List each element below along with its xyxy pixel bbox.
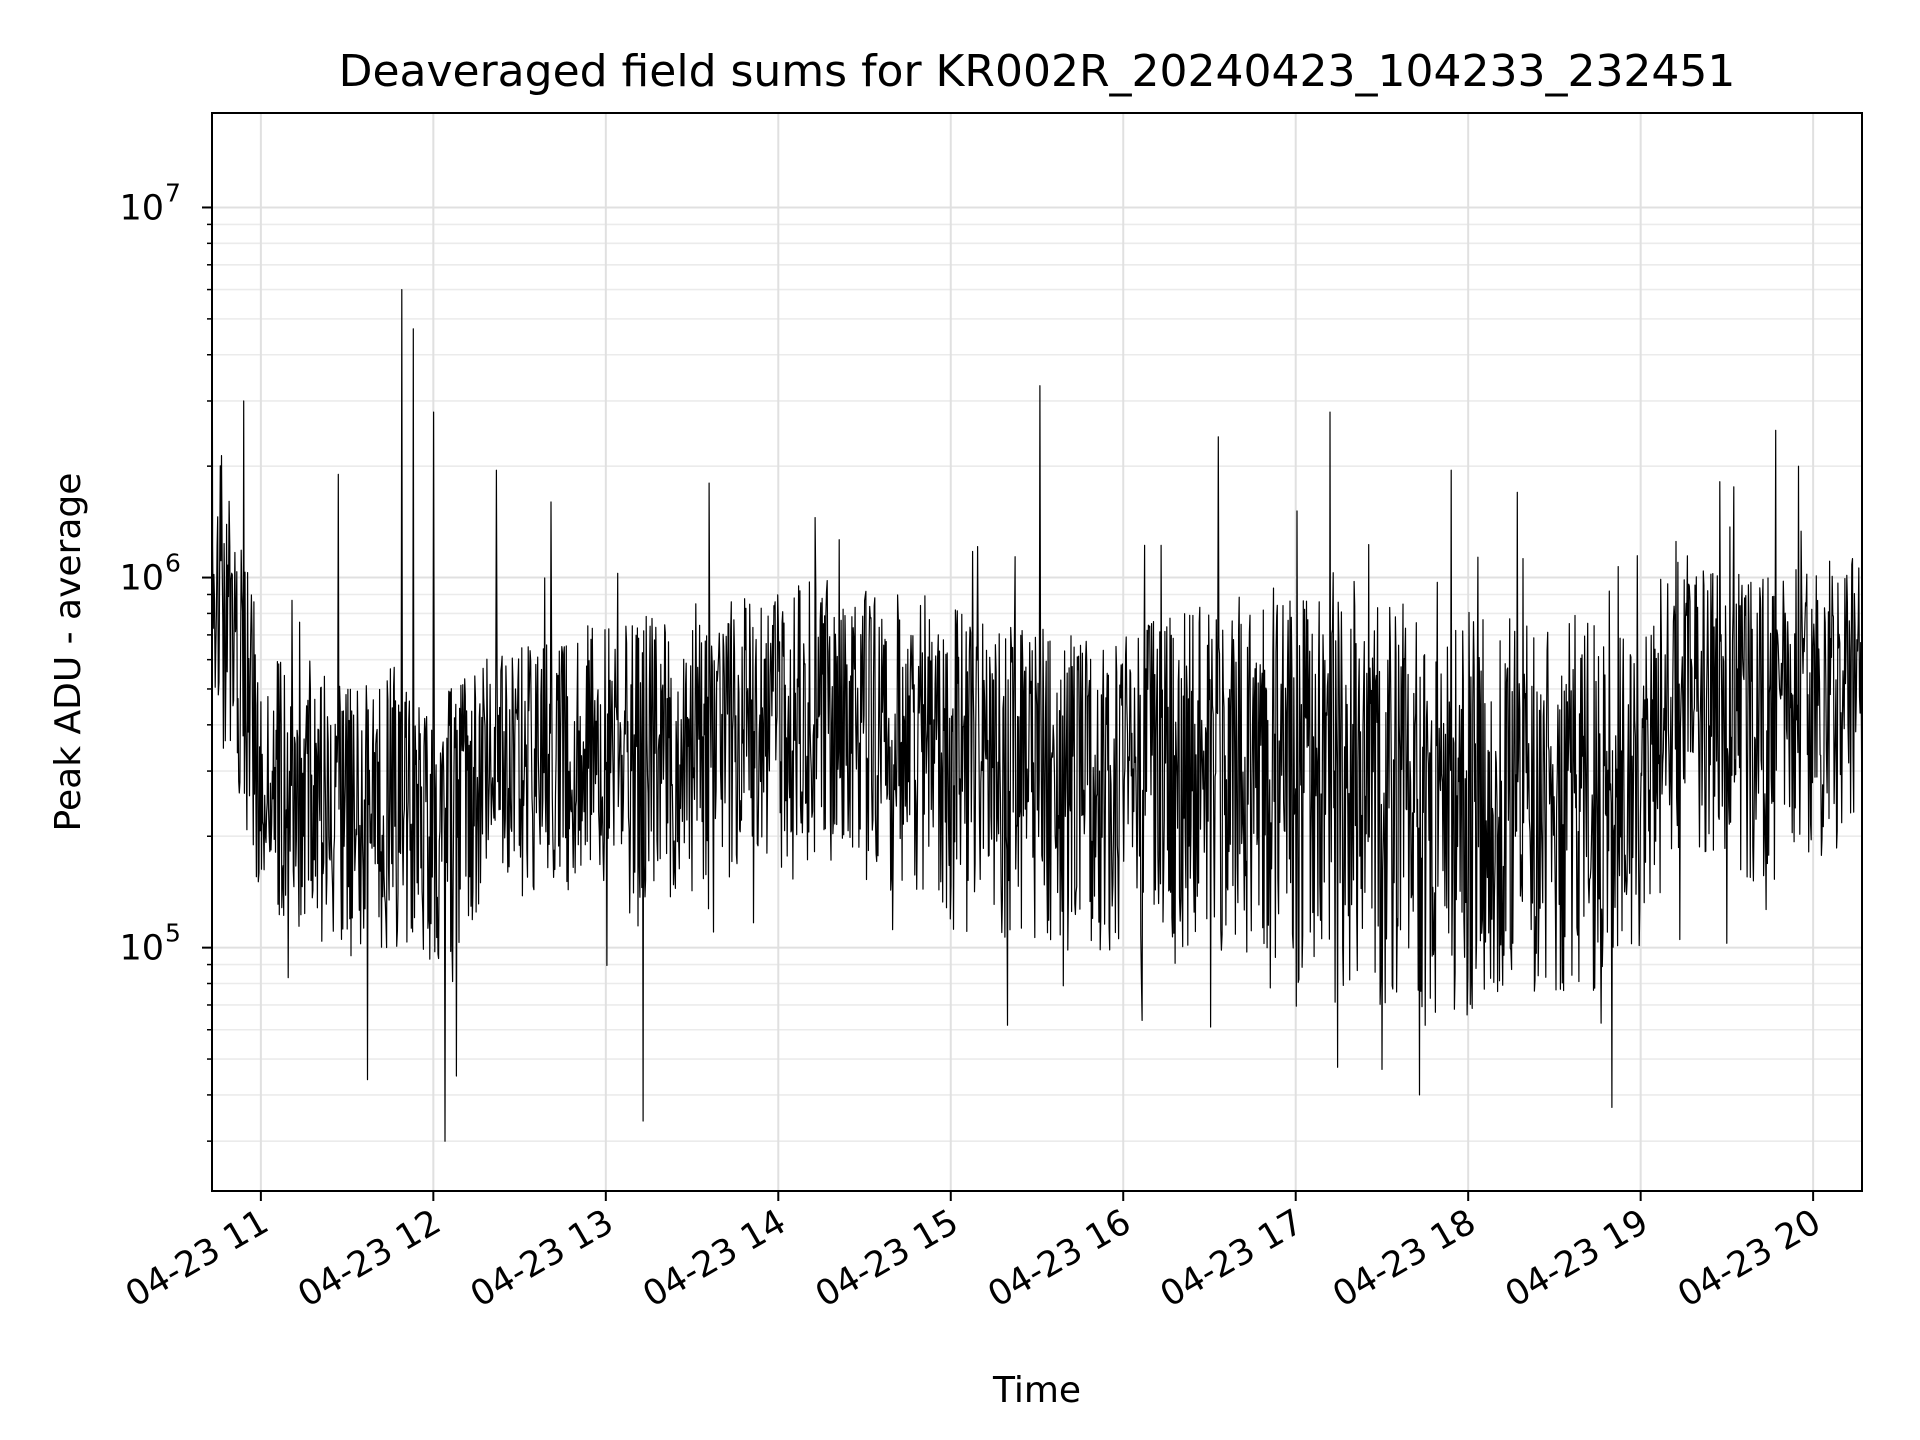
y-tick-exponent: 5	[165, 919, 181, 948]
series-line	[212, 167, 1862, 1142]
y-tick-label: 10	[119, 929, 164, 969]
plot-frame	[211, 112, 1863, 1192]
chart-title: Deaveraged field sums for KR002R_2024042…	[339, 46, 1736, 97]
y-axis-label: Peak ADU - average	[48, 473, 89, 832]
y-tick-exponent: 7	[165, 178, 181, 207]
x-axis-label: Time	[992, 1370, 1081, 1411]
y-tick-label: 10	[119, 559, 164, 599]
y-tick-label: 10	[119, 188, 164, 228]
y-tick-exponent: 6	[165, 549, 181, 578]
series-layer	[212, 167, 1862, 1142]
